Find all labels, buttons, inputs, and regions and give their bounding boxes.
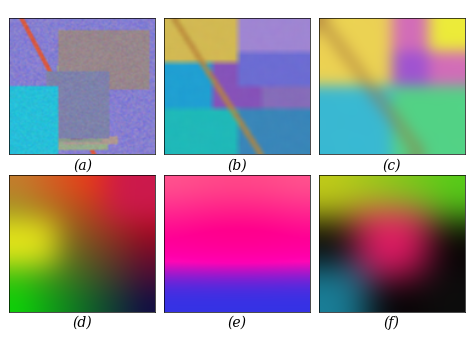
X-axis label: (c): (c) <box>383 159 401 172</box>
X-axis label: (b): (b) <box>227 159 247 172</box>
X-axis label: (a): (a) <box>73 159 92 172</box>
X-axis label: (e): (e) <box>228 316 246 330</box>
X-axis label: (f): (f) <box>383 316 400 330</box>
X-axis label: (d): (d) <box>73 316 92 330</box>
